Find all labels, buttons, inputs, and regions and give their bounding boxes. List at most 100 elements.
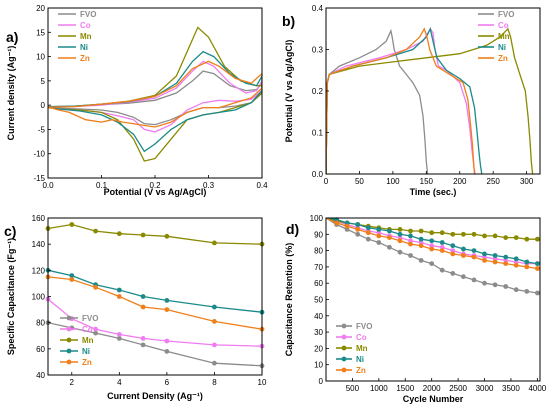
data-point-ni (524, 259, 530, 265)
data-point-zn (140, 304, 146, 310)
data-point-ni (450, 243, 456, 249)
data-point-zn (344, 223, 350, 229)
y-tick-label: -5 (38, 125, 46, 134)
y-tick-label: 0.3 (312, 46, 324, 55)
data-point-mn (69, 222, 75, 227)
data-point-zn (439, 248, 445, 254)
data-point-zn (513, 262, 519, 268)
data-point-zn (334, 220, 339, 226)
y-tick-label: 120 (32, 266, 46, 275)
x-tick-label: 0 (324, 177, 329, 186)
y-axis-label: Current density (Ag⁻¹) (6, 46, 16, 141)
data-point-ni (461, 246, 466, 252)
data-point-zn (535, 266, 540, 271)
legend-label-zn: Zn (82, 358, 92, 367)
data-point-co (116, 332, 122, 337)
y-tick-label: 80 (36, 319, 45, 328)
legend-marker (341, 345, 347, 351)
legend-label-co: Co (82, 325, 93, 334)
data-point-fvo (492, 282, 498, 288)
y-axis-label: Specific Capacitance (Fg⁻¹) (6, 238, 16, 355)
x-tick-label: 4000 (528, 384, 546, 393)
y-tick-label: 80 (314, 247, 323, 256)
legend-label-fvo: FVO (80, 10, 96, 19)
y-tick-label: 0.2 (312, 87, 324, 96)
data-point-mn (535, 236, 540, 242)
data-point-zn (116, 294, 122, 299)
data-point-fvo (365, 236, 371, 242)
panel-label: d) (286, 221, 299, 237)
legend-label-zn: Zn (80, 54, 90, 63)
panel-b: 0 50 100 150 200 250 300 0.0 0.1 0.2 0.3 0.4 Time (s… (282, 4, 541, 197)
data-point-ni (429, 238, 435, 244)
data-point-mn (140, 232, 146, 238)
y-tick-label: 40 (314, 312, 323, 321)
data-point-fvo (503, 284, 509, 289)
x-tick-label: 500 (346, 384, 360, 393)
panel-label: c) (4, 223, 16, 239)
panel-c: 2 4 6 8 10 40 60 80 100 120 140 160 Current Density … (4, 214, 267, 401)
x-tick-label: 0.1 (96, 181, 108, 190)
data-point-mn (492, 233, 498, 239)
data-point-mn (116, 231, 122, 237)
data-point-mn (212, 240, 217, 246)
panel-a: 0.0 0.1 0.2 0.3 0.4 -15 -10 -5 0 5 10 15 20 Potential… (6, 4, 268, 197)
data-point-zn (93, 284, 98, 290)
data-point-fvo (524, 289, 530, 294)
legend-label-ni: Ni (82, 347, 90, 356)
legend-marker (341, 356, 347, 362)
data-point-fvo (429, 261, 435, 266)
series-line-ni (48, 50, 262, 153)
y-tick-label: 90 (314, 230, 323, 239)
legend-label-fvo: FVO (356, 322, 372, 331)
data-point-fvo (355, 231, 361, 237)
legend-marker (341, 323, 347, 329)
x-tick-label: 50 (355, 177, 364, 186)
data-point-fvo (513, 287, 519, 293)
legend-label-mn: Mn (82, 336, 94, 345)
data-point-zn (482, 258, 487, 263)
y-axis-label: Capacitance Retention (%) (284, 243, 294, 357)
panel-d: 500 1000 1500 2000 2500 3000 3500 4000 0 10 20 30 40… (284, 214, 547, 404)
data-point-ni (365, 225, 371, 231)
data-point-ni (140, 294, 146, 299)
y-tick-label: 20 (314, 344, 323, 353)
data-point-fvo (408, 253, 413, 258)
data-point-mn (471, 231, 477, 237)
data-point-fvo (164, 349, 170, 354)
plot-frame (47, 217, 263, 376)
data-point-ni (376, 227, 382, 232)
legend-marker (341, 334, 347, 340)
data-point-fvo (376, 240, 382, 245)
data-point-co (164, 338, 170, 344)
data-point-ni (387, 228, 392, 234)
legend-marker (66, 337, 72, 343)
series-line-zn (48, 60, 262, 128)
data-point-zn (429, 246, 435, 252)
legend-marker (341, 367, 347, 373)
data-point-mn (164, 233, 170, 239)
data-point-ni (418, 236, 424, 242)
data-point-co (429, 243, 435, 249)
y-axis-label: Potential (V vs Ag/AgCl) (284, 40, 294, 143)
data-point-fvo (387, 244, 392, 250)
data-point-mn (482, 233, 487, 239)
series-line-mn (48, 26, 262, 162)
x-tick-label: 200 (453, 177, 467, 186)
data-point-fvo (450, 271, 456, 276)
data-point-mn (461, 231, 466, 237)
data-point-mn (439, 230, 445, 236)
x-tick-label: 100 (386, 177, 400, 186)
legend-label-ni: Ni (498, 43, 506, 52)
data-point-co (439, 244, 445, 250)
x-tick-label: 2 (70, 378, 75, 387)
data-point-co (93, 326, 98, 332)
series-line-co (48, 298, 262, 347)
series-line-zn (326, 27, 476, 174)
y-tick-label: 40 (36, 371, 45, 380)
data-point-ni (439, 240, 445, 245)
data-point-ni (492, 253, 498, 258)
legend-label-zn: Zn (356, 366, 366, 375)
legend: FVO Co Mn Ni Zn (60, 314, 98, 367)
